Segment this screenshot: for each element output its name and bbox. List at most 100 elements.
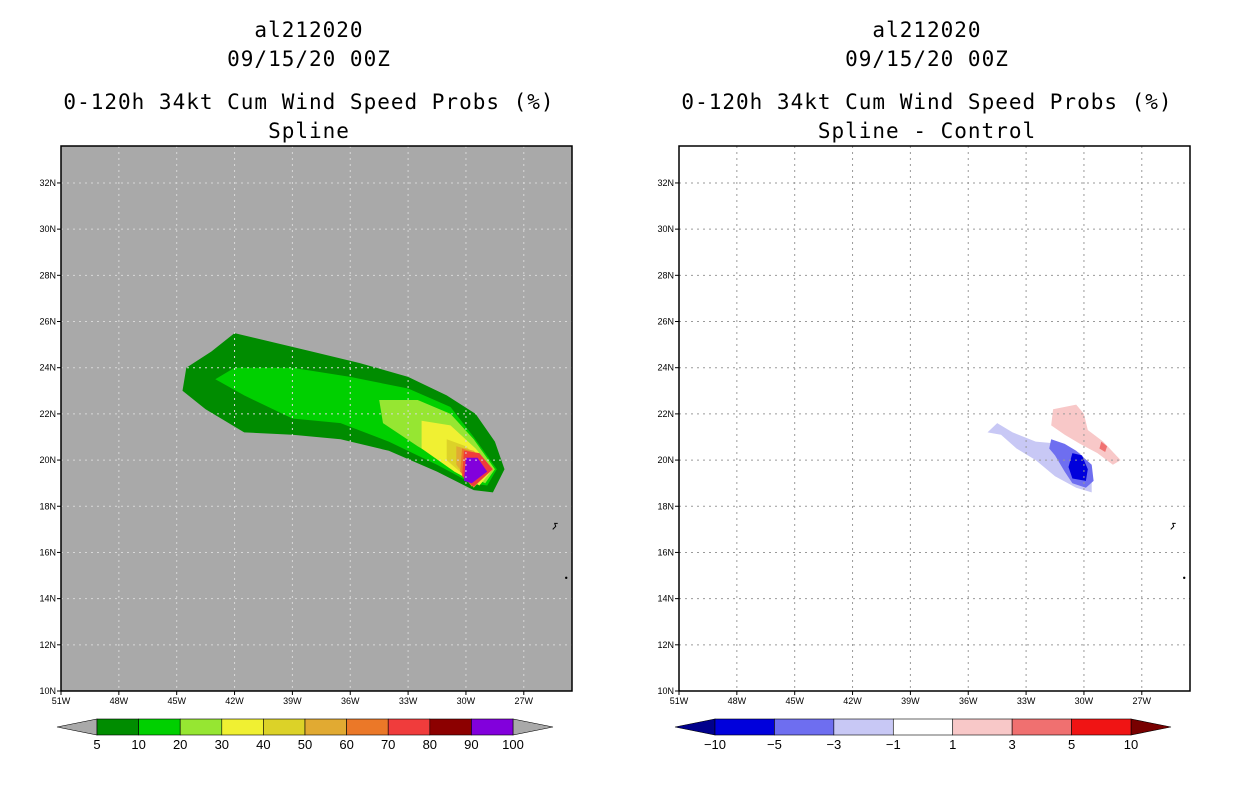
y-tick-label: 24N xyxy=(657,363,674,373)
colorbar-arrow-high xyxy=(1130,718,1172,736)
colorbar-swatch xyxy=(952,718,1013,736)
colorbar-swatch xyxy=(304,718,347,736)
x-tick-label: 51W xyxy=(52,696,71,706)
y-tick-label: 12N xyxy=(39,640,56,650)
colorbar-label: 3 xyxy=(1009,737,1016,752)
colorbar-arrow-high xyxy=(512,718,554,736)
forecast-date: 09/15/20 00Z xyxy=(227,47,391,71)
x-tick-label: 48W xyxy=(728,696,747,706)
colorbar-label: −5 xyxy=(767,737,782,752)
y-tick-label: 22N xyxy=(657,409,674,419)
colorbar-swatch xyxy=(714,718,775,736)
x-tick-label: 36W xyxy=(959,696,978,706)
y-tick-label: 10N xyxy=(657,686,674,696)
chart-title: 0-120h 34kt Cum Wind Speed Probs (%) xyxy=(681,90,1173,114)
x-tick-label: 36W xyxy=(341,696,360,706)
colorbar-swatch xyxy=(1071,718,1132,736)
plot-frame xyxy=(678,145,1191,692)
contour-level-90 xyxy=(464,457,488,484)
plot-frame xyxy=(60,145,573,692)
colorbar-swatch xyxy=(1011,718,1072,736)
y-tick-label: 30N xyxy=(657,224,674,234)
colorbar-label: 100 xyxy=(502,737,524,752)
colorbar-label: 10 xyxy=(1124,737,1138,752)
colorbar-label: 80 xyxy=(423,737,437,752)
island-outline xyxy=(552,522,558,530)
colorbar-swatch xyxy=(429,718,472,736)
y-tick-label: 24N xyxy=(39,363,56,373)
colorbar-swatch xyxy=(471,718,514,736)
colorbar-swatch xyxy=(221,718,264,736)
x-tick-label: 48W xyxy=(110,696,129,706)
x-tick-label: 45W xyxy=(785,696,804,706)
contour-level--1 xyxy=(987,423,1092,493)
colorbar-label: 40 xyxy=(256,737,270,752)
plot-background xyxy=(679,146,1190,691)
chart-svg: 51W 48W 45W 42W 39W 36W 33W 30W 27W 10N 12N 14N 16N 1… xyxy=(657,145,1191,752)
contour-level-3 xyxy=(1099,441,1108,452)
colorbar-arrow-low xyxy=(56,718,98,736)
contour-level-10 xyxy=(215,367,497,486)
colorbar-label: −1 xyxy=(886,737,901,752)
colorbar-label: 70 xyxy=(381,737,395,752)
colorbar-label: 1 xyxy=(949,737,956,752)
colorbar-swatch xyxy=(774,718,835,736)
y-tick-label: 14N xyxy=(39,594,56,604)
y-tick-label: 18N xyxy=(39,501,56,511)
chart-subtitle: Spline xyxy=(268,119,350,143)
storm-id: al212020 xyxy=(254,18,364,42)
colorbar-label: 90 xyxy=(464,737,478,752)
colorbar-label: 20 xyxy=(173,737,187,752)
plot-area xyxy=(987,404,1186,580)
island-outline xyxy=(1170,522,1176,530)
y-tick-label: 10N xyxy=(39,686,56,696)
colorbar-label: 5 xyxy=(1068,737,1075,752)
x-tick-label: 30W xyxy=(1075,696,1094,706)
x-tick-label: 33W xyxy=(399,696,418,706)
x-tick-label: 42W xyxy=(843,696,862,706)
colorbar-swatch xyxy=(96,718,139,736)
colorbar-swatch xyxy=(833,718,894,736)
colorbar-label: 50 xyxy=(298,737,312,752)
y-tick-label: 16N xyxy=(657,547,674,557)
storm-id: al212020 xyxy=(872,18,982,42)
x-tick-label: 33W xyxy=(1017,696,1036,706)
y-tick-label: 18N xyxy=(657,501,674,511)
colorbar-label: −3 xyxy=(826,737,841,752)
y-tick-label: 22N xyxy=(39,409,56,419)
y-tick-label: 30N xyxy=(39,224,56,234)
y-tick-label: 14N xyxy=(657,594,674,604)
colorbar-swatch xyxy=(138,718,181,736)
colorbar-swatch xyxy=(346,718,389,736)
y-tick-label: 32N xyxy=(657,178,674,188)
x-tick-label: 42W xyxy=(225,696,244,706)
x-tick-label: 39W xyxy=(901,696,920,706)
y-tick-label: 28N xyxy=(657,270,674,280)
chart-subtitle: Spline - Control xyxy=(817,119,1037,143)
x-tick-label: 39W xyxy=(283,696,302,706)
island-dot xyxy=(565,576,568,580)
y-tick-label: 16N xyxy=(39,547,56,557)
y-tick-label: 26N xyxy=(657,317,674,327)
y-tick-label: 20N xyxy=(657,455,674,465)
y-tick-label: 32N xyxy=(39,178,56,188)
y-tick-label: 28N xyxy=(39,270,56,280)
colorbar-label: 30 xyxy=(215,737,229,752)
x-tick-label: 45W xyxy=(167,696,186,706)
x-tick-label: 27W xyxy=(1133,696,1152,706)
colorbar-arrow-low xyxy=(674,718,716,736)
colorbar-label: 60 xyxy=(339,737,353,752)
x-tick-label: 27W xyxy=(515,696,534,706)
colorbar-swatch xyxy=(892,718,954,736)
colorbar-swatch xyxy=(179,718,223,736)
right-panel: al212020 09/15/20 00Z 0-120h 34kt Cum Wi… xyxy=(618,0,1236,800)
island-dot xyxy=(1183,576,1186,580)
x-tick-label: 51W xyxy=(670,696,689,706)
y-tick-label: 12N xyxy=(657,640,674,650)
y-tick-label: 20N xyxy=(39,455,56,465)
colorbar-label: 10 xyxy=(131,737,145,752)
chart-svg: 51W 48W 45W 42W 39W 36W 33W 30W 27W 10N 12N 14N 16N 1… xyxy=(39,145,573,752)
x-tick-label: 30W xyxy=(457,696,476,706)
colorbar-label: −10 xyxy=(704,737,726,752)
chart-title: 0-120h 34kt Cum Wind Speed Probs (%) xyxy=(63,90,555,114)
